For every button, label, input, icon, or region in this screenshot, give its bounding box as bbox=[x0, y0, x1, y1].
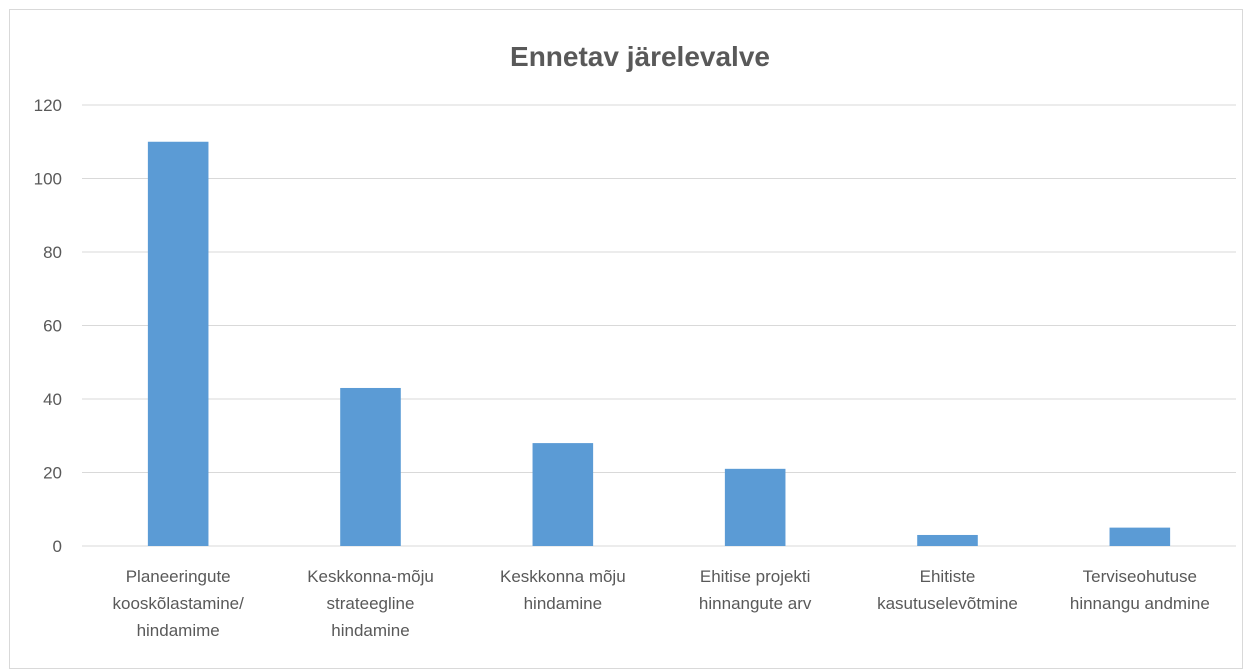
x-category-label-line: hindamine bbox=[524, 594, 602, 613]
bar bbox=[147, 141, 209, 546]
x-category-label-line: hindamine bbox=[331, 621, 409, 640]
x-category-label: Terviseohutuse hinnangu andmine bbox=[1070, 567, 1210, 613]
bar bbox=[1109, 527, 1171, 546]
gridlines bbox=[82, 104, 1236, 547]
bars bbox=[147, 141, 1171, 546]
x-category-label: Planeeringute kooskõlastamine/hindamime bbox=[112, 567, 244, 640]
x-category-label-line: Ehitiste bbox=[920, 567, 976, 586]
x-axis-labels: Planeeringute kooskõlastamine/hindamime Ke… bbox=[112, 567, 1209, 640]
x-category-label-line: hinnangute arv bbox=[699, 594, 812, 613]
bar-chart: Ennetav järelevalve 0 20 40 60 80 100 120 Plan… bbox=[34, 41, 1236, 640]
x-category-label: Keskkonna mõju hindamine bbox=[500, 567, 626, 613]
x-category-label-line: hindamime bbox=[137, 621, 220, 640]
y-axis-ticks: 0 20 40 60 80 100 120 bbox=[34, 96, 62, 556]
y-tick-label: 100 bbox=[34, 170, 62, 189]
bar bbox=[724, 468, 786, 546]
bar bbox=[917, 534, 978, 546]
x-category-label-line: Ehitise projekti bbox=[700, 567, 811, 586]
x-category-label-line: Keskkonna mõju bbox=[500, 567, 626, 586]
bar bbox=[532, 443, 594, 546]
y-tick-label: 120 bbox=[34, 96, 62, 115]
y-tick-label: 60 bbox=[43, 317, 62, 336]
x-category-label-line: kooskõlastamine/ bbox=[112, 594, 244, 613]
y-tick-label: 80 bbox=[43, 243, 62, 262]
y-tick-label: 20 bbox=[43, 464, 62, 483]
x-category-label-line: kasutuselevõtmine bbox=[877, 594, 1018, 613]
y-tick-label: 0 bbox=[53, 537, 62, 556]
x-category-label-line: hinnangu andmine bbox=[1070, 594, 1210, 613]
x-category-label-line: Terviseohutuse bbox=[1083, 567, 1197, 586]
chart-frame bbox=[9, 9, 1243, 669]
x-category-label-line: Keskkonna-mõju bbox=[307, 567, 434, 586]
bar bbox=[340, 387, 401, 546]
x-category-label: Ehitise projekti hinnangute arv bbox=[699, 567, 812, 613]
x-category-label-line: strateegline bbox=[327, 594, 415, 613]
chart-title: Ennetav järelevalve bbox=[510, 41, 770, 72]
x-category-label: Keskkonna-mõju strateegline hindamine bbox=[307, 567, 434, 640]
x-category-label: Ehitiste kasutuselevõtmine bbox=[877, 567, 1018, 613]
x-category-label-line: Planeeringute bbox=[126, 567, 231, 586]
y-tick-label: 40 bbox=[43, 390, 62, 409]
